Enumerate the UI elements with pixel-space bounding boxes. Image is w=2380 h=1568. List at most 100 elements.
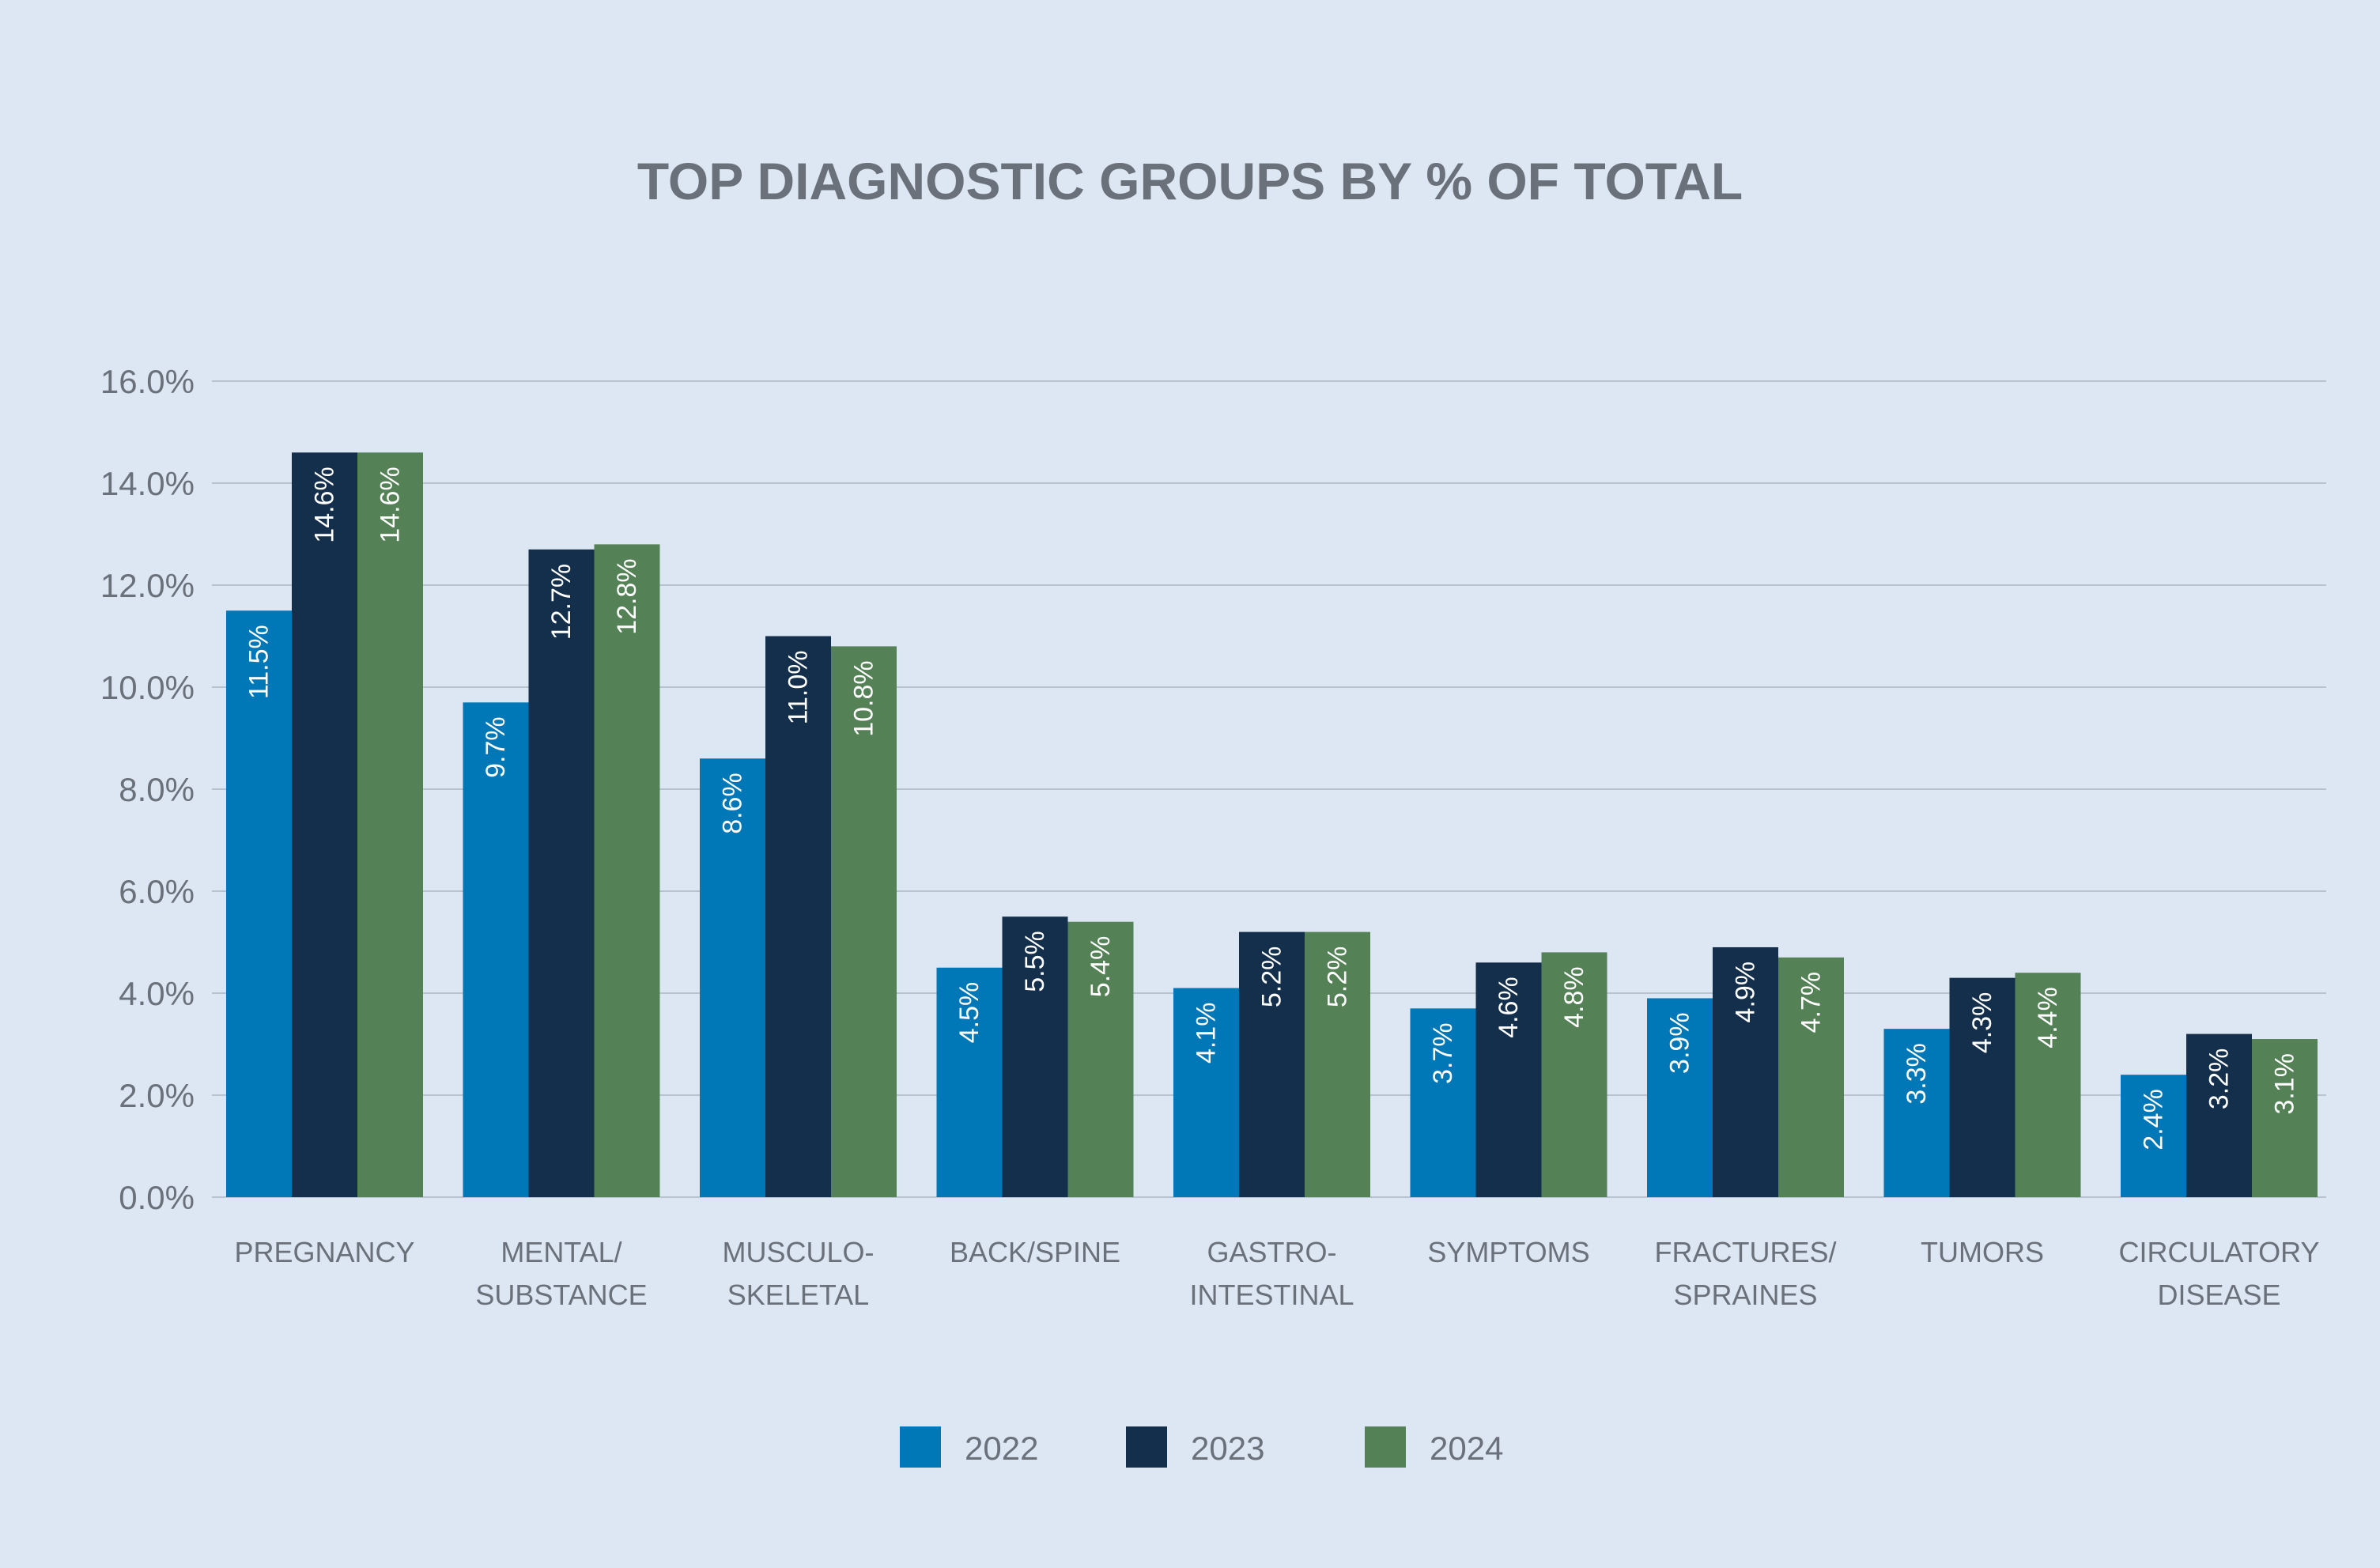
data-label: 12.8%	[612, 558, 642, 634]
category-label: PREGNANCY	[234, 1236, 414, 1268]
legend-item: 2024	[1365, 1426, 1503, 1468]
category-label-line: PREGNANCY	[234, 1236, 414, 1268]
bar	[463, 702, 529, 1197]
bar	[1778, 957, 1844, 1197]
legend-label: 2023	[1191, 1430, 1264, 1467]
y-tick-label: 8.0%	[119, 771, 195, 808]
category-label-line: BACK/SPINE	[950, 1236, 1120, 1268]
bar	[292, 452, 357, 1197]
data-label: 3.9%	[1665, 1012, 1695, 1074]
category-label: GASTRO- INTESTINAL	[1189, 1236, 1354, 1311]
data-label: 10.8%	[849, 660, 879, 736]
bar	[2186, 1033, 2252, 1197]
chart-title: TOP DIAGNOSTIC GROUPS BY % OF TOTAL	[637, 152, 1743, 210]
data-label: 12.7%	[546, 564, 576, 640]
bar	[1173, 988, 1239, 1197]
y-tick-label: 0.0%	[119, 1179, 195, 1216]
legend-swatch	[900, 1426, 941, 1468]
bar	[1475, 962, 1542, 1197]
category-label-line: GASTRO-	[1207, 1236, 1336, 1268]
bar	[226, 610, 292, 1197]
data-label: 4.9%	[1731, 962, 1761, 1023]
legend-label: 2022	[965, 1430, 1038, 1467]
bar	[1067, 921, 1134, 1197]
bar	[1883, 1029, 1950, 1197]
data-label: 5.4%	[1086, 936, 1116, 998]
category-label: CIRCULATORY DISEASE	[2118, 1236, 2319, 1311]
bar	[594, 544, 660, 1197]
bar	[1002, 916, 1068, 1197]
category-label-line: CIRCULATORY	[2118, 1236, 2319, 1268]
bar	[1239, 931, 1305, 1197]
data-labels: 11.5% 9.7% 8.6% 4.5% 4.1% 3.7% 3.9% 3.3% 2.4% 14.…	[244, 467, 2300, 1150]
bar	[1410, 1008, 1476, 1197]
category-label-line: SKELETAL	[727, 1279, 869, 1311]
bar	[765, 636, 831, 1197]
data-label: 4.3%	[1967, 992, 1997, 1054]
category-label-line: SYMPTOMS	[1427, 1236, 1589, 1268]
data-label: 14.6%	[376, 467, 406, 542]
bar	[1713, 946, 1778, 1197]
category-label: SYMPTOMS	[1427, 1236, 1589, 1268]
y-tick-label: 4.0%	[119, 975, 195, 1012]
category-label-line: SUBSTANCE	[475, 1279, 647, 1311]
data-label: 11.0%	[784, 651, 814, 725]
legend: 2022 2023 2024	[900, 1426, 1503, 1468]
bar	[2252, 1039, 2318, 1197]
data-label: 3.1%	[2270, 1053, 2300, 1115]
y-axis-tick-labels: 0.0% 2.0% 4.0% 6.0% 8.0% 10.0% 12.0% 14.0% 16.0%	[100, 363, 195, 1216]
y-tick-label: 2.0%	[119, 1077, 195, 1114]
bar	[1305, 931, 1370, 1197]
data-label: 14.6%	[310, 467, 340, 542]
data-label: 5.2%	[1257, 946, 1287, 1008]
data-label: 4.7%	[1796, 972, 1827, 1033]
data-label: 2.4%	[2139, 1089, 2169, 1150]
data-label: 5.2%	[1323, 946, 1353, 1008]
category-label: TUMORS	[1921, 1236, 2044, 1268]
bar	[1647, 998, 1713, 1197]
legend-label: 2024	[1430, 1430, 1503, 1467]
bar	[936, 967, 1003, 1197]
data-label: 4.6%	[1494, 977, 1524, 1038]
x-axis-category-labels: PREGNANCY MENTAL/SUBSTANCE MUSCULO- SKELETA…	[234, 1236, 2319, 1311]
data-label: 4.1%	[1192, 1003, 1222, 1064]
data-label: 3.7%	[1428, 1022, 1458, 1084]
category-label-line: SPRAINES	[1673, 1279, 1817, 1311]
data-label: 9.7%	[481, 716, 511, 778]
y-tick-label: 16.0%	[100, 363, 195, 400]
data-label: 4.4%	[2033, 987, 2063, 1048]
bar	[700, 758, 765, 1197]
category-label-line: DISEASE	[2157, 1279, 2280, 1311]
category-label: MENTAL/SUBSTANCE	[475, 1236, 647, 1311]
category-label: BACK/SPINE	[950, 1236, 1120, 1268]
y-tick-label: 10.0%	[100, 669, 195, 706]
data-label: 8.6%	[718, 773, 748, 834]
data-label: 3.2%	[2204, 1048, 2235, 1110]
legend-swatch	[1126, 1426, 1167, 1468]
category-label: MUSCULO- SKELETAL	[722, 1236, 874, 1311]
bar	[2015, 973, 2081, 1197]
y-tick-label: 12.0%	[100, 567, 195, 604]
bars	[226, 452, 2318, 1197]
data-label: 5.5%	[1020, 931, 1050, 992]
data-label: 4.8%	[1559, 966, 1589, 1028]
data-label: 11.5%	[244, 625, 274, 699]
category-label-line: MENTAL/	[501, 1236, 621, 1268]
data-label: 4.5%	[954, 982, 984, 1044]
bar	[1541, 952, 1607, 1197]
category-label-line: TUMORS	[1921, 1236, 2044, 1268]
legend-item: 2023	[1126, 1426, 1264, 1468]
legend-swatch	[1365, 1426, 1406, 1468]
category-label-line: MUSCULO-	[722, 1236, 874, 1268]
y-tick-label: 14.0%	[100, 465, 195, 502]
bar	[1949, 977, 2015, 1197]
y-tick-label: 6.0%	[119, 873, 195, 910]
legend-item: 2022	[900, 1426, 1038, 1468]
data-label: 3.3%	[1902, 1043, 1932, 1105]
bar	[2121, 1075, 2186, 1197]
category-label-line: FRACTURES/	[1654, 1236, 1836, 1268]
category-label-line: INTESTINAL	[1189, 1279, 1354, 1311]
bar	[528, 549, 595, 1197]
